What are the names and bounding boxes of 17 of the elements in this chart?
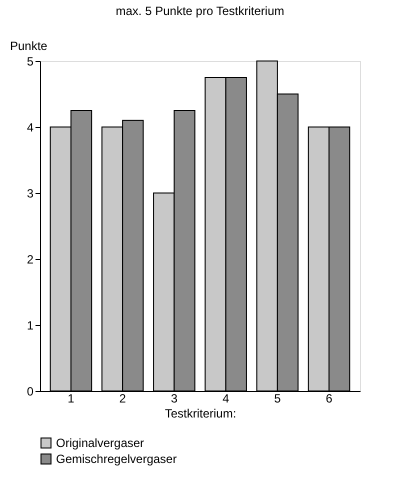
chart-title: max. 5 Punkte pro Testkriterium xyxy=(116,4,284,18)
legend-label: Gemischregelvergaser xyxy=(56,452,177,466)
y-tick-label: 4 xyxy=(26,120,34,134)
x-tick-label: 1 xyxy=(68,392,75,406)
y-tick-label: 3 xyxy=(26,186,34,200)
x-axis-title: Testkriterium: xyxy=(164,406,236,420)
legend-label: Originalvergaser xyxy=(56,436,144,450)
x-tick-label: 2 xyxy=(119,392,126,406)
x-tick-label: 4 xyxy=(222,392,230,406)
y-tick-label: 0 xyxy=(26,384,34,398)
y-tick-label: 2 xyxy=(26,252,34,266)
y-tick-label: 5 xyxy=(26,54,34,68)
x-tick-label: 3 xyxy=(170,392,178,406)
y-tick-label: 1 xyxy=(26,318,34,332)
x-tick-label: 6 xyxy=(326,392,333,406)
y-axis-title: Punkte xyxy=(10,39,48,53)
x-tick-label: 5 xyxy=(274,392,282,406)
